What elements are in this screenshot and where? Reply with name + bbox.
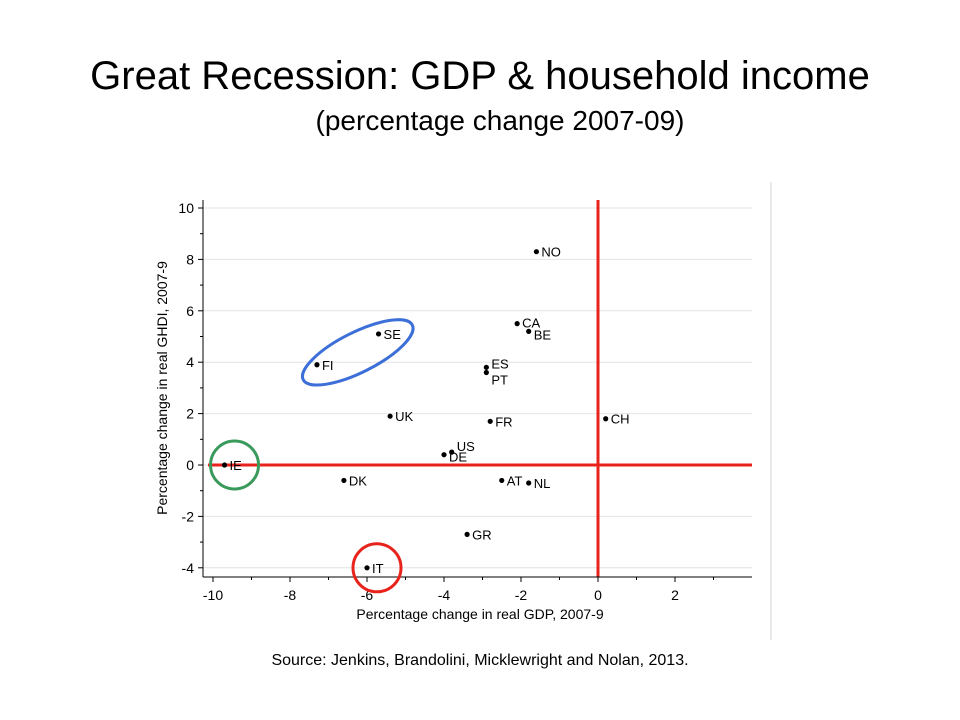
point-pt (483, 369, 489, 376)
point-label-dk: DK (349, 473, 367, 488)
y-tick-label: -2 (182, 508, 195, 524)
x-tick-label: 0 (594, 587, 602, 603)
point-label-fr: FR (495, 414, 512, 429)
point-label-fi: FI (322, 358, 334, 373)
point-fi (314, 362, 320, 368)
point-label-nl: NL (534, 476, 551, 491)
point-fr (487, 418, 493, 424)
highlight-ellipse-se-fi (300, 318, 415, 387)
y-tick-label: 10 (178, 200, 194, 216)
gridlines (203, 207, 752, 569)
point-ie (221, 462, 228, 468)
y-tick-label: 8 (186, 251, 194, 267)
y-tick-label: 2 (186, 406, 194, 422)
source-note: Source: Jenkins, Brandolini, Micklewrigh… (271, 652, 689, 669)
point-label-gr: GR (472, 527, 492, 542)
point-label-be: BE (534, 327, 552, 342)
highlight-circle-it (351, 542, 403, 594)
point-dk (341, 477, 347, 484)
point-us (449, 449, 455, 455)
y-axis-label: Percentage change in real GHDI, 2007-9 (154, 261, 170, 515)
point-ch (603, 416, 609, 422)
point-label-no: NO (541, 245, 561, 260)
point-label-ie: IE (230, 458, 243, 473)
point-label-es: ES (491, 356, 509, 371)
point-label-ch: CH (611, 412, 630, 427)
point-uk (387, 413, 393, 419)
y-tick-label: 4 (186, 354, 194, 370)
point-at (499, 477, 505, 484)
point-nl (526, 480, 532, 486)
point-label-uk: UK (395, 409, 413, 424)
point-be (526, 328, 532, 334)
point-ca (514, 321, 520, 327)
x-tick-label: -10 (203, 587, 223, 603)
y-tick-label: 6 (186, 303, 194, 319)
point-de (441, 452, 447, 458)
y-tick-label: -4 (182, 560, 195, 576)
point-label-ca: CA (522, 316, 540, 331)
point-label-at: AT (507, 473, 523, 488)
point-label-se: SE (384, 327, 402, 342)
point-se (375, 331, 382, 337)
x-tick-label: -8 (284, 587, 297, 603)
point-label-us: US (457, 439, 475, 454)
x-axis-label: Percentage change in real GDP, 2007-9 (356, 606, 603, 622)
highlight-annotations (209, 318, 415, 594)
point-gr (464, 531, 470, 537)
point-no (533, 249, 540, 255)
point-label-it: IT (372, 561, 384, 576)
x-tick-label: 2 (671, 587, 679, 603)
slide-title: Great Recession: GDP & household income (90, 54, 870, 98)
x-tick-label: -2 (515, 587, 528, 603)
x-tick-label: -4 (438, 587, 451, 603)
point-label-pt: PT (491, 372, 508, 387)
reference-lines (208, 200, 752, 577)
highlight-circle-ie (209, 439, 261, 491)
point-label-de: DE (449, 450, 467, 465)
y-tick-label: 0 (186, 457, 194, 473)
point-es (483, 364, 489, 370)
point-it (364, 565, 370, 571)
slide-subtitle: (percentage change 2007-09) (315, 105, 685, 136)
